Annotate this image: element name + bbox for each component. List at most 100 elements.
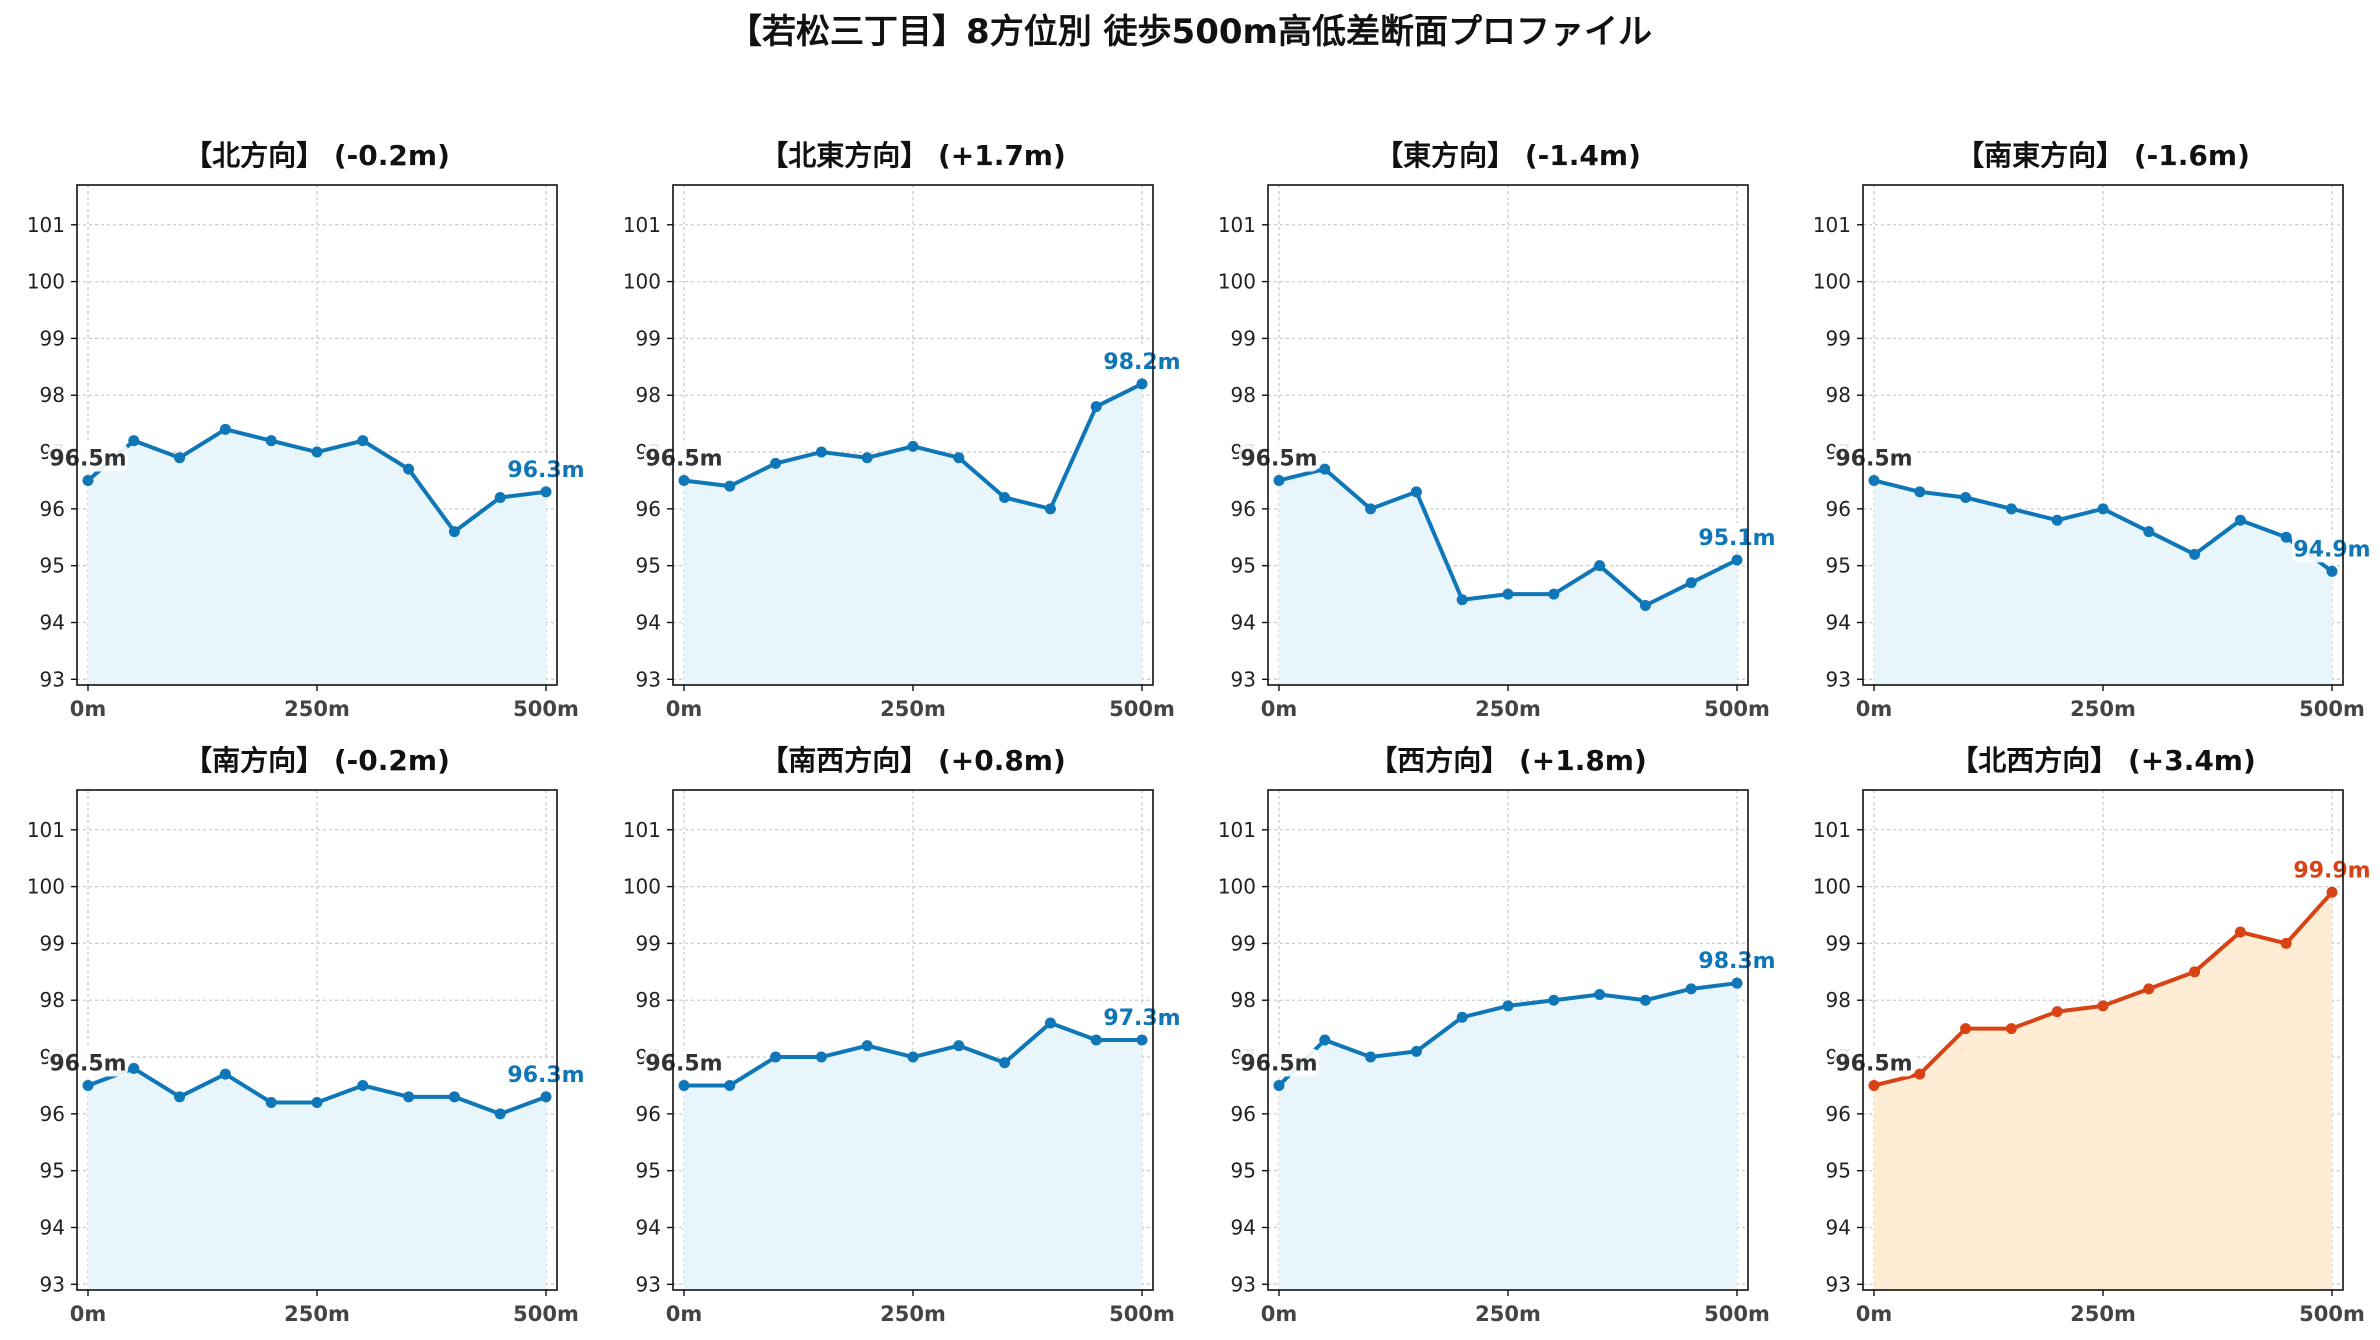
series-area (1278, 983, 1738, 1290)
series-area (1873, 480, 2333, 685)
y-tick-label: 101 (27, 213, 65, 237)
data-point (815, 446, 827, 458)
data-point (2097, 1000, 2109, 1012)
y-tick-label: 95 (1231, 554, 1256, 578)
data-point (1868, 1079, 1880, 1091)
data-point (1273, 474, 1285, 486)
data-point (678, 1079, 690, 1091)
data-point (1456, 594, 1468, 606)
y-tick-label: 95 (40, 1159, 65, 1183)
y-tick-label: 95 (40, 554, 65, 578)
data-point (1914, 486, 1926, 498)
y-tick-label: 100 (1218, 875, 1256, 899)
panels: 【北方向】 (-0.2m)939495969798991001010m250m5… (27, 139, 2373, 1326)
y-tick-label: 95 (1826, 554, 1851, 578)
data-point (1731, 977, 1743, 989)
series-area (1278, 469, 1738, 685)
x-tick-label: 250m (284, 1302, 350, 1326)
end-label-box (1697, 523, 1778, 551)
panel-title: 【北西方向】 (+3.4m) (1950, 744, 2256, 777)
panel-2: 【北東方向】 (+1.7m)939495969798991001010m250m… (623, 139, 1183, 721)
panel-3: 【東方向】 (-1.4m)939495969798991001010m250m5… (1218, 139, 1778, 721)
data-point (2097, 503, 2109, 515)
data-point (2234, 514, 2246, 526)
end-label: 99.9m (2293, 858, 2370, 883)
data-point (2143, 526, 2155, 538)
end-label-box (1102, 346, 1183, 375)
data-point (540, 486, 552, 498)
start-label-box (1238, 1048, 1319, 1077)
y-tick-label: 98 (636, 988, 661, 1012)
start-label: 96.5m (1240, 446, 1317, 471)
data-point (678, 474, 690, 486)
start-label-box (1833, 1048, 1914, 1077)
y-tick-label: 99 (1231, 931, 1256, 955)
data-point (953, 1040, 965, 1052)
end-label: 96.3m (507, 458, 584, 483)
y-tick-label: 100 (623, 875, 661, 899)
data-point (265, 435, 277, 447)
plot-frame (1862, 789, 2344, 1291)
end-label: 94.9m (2293, 537, 2370, 562)
x-tick-label: 250m (284, 697, 350, 721)
data-point (770, 457, 782, 469)
data-point (2326, 565, 2338, 577)
y-tick-label: 93 (40, 1272, 65, 1296)
y-tick-label: 94 (636, 1216, 661, 1240)
y-tick-label: 94 (636, 611, 661, 635)
data-point (1731, 554, 1743, 566)
y-tick-label: 99 (40, 931, 65, 955)
x-tick-label: 0m (1856, 1302, 1893, 1326)
figure-title: 【若松三丁目】8方位別 徒歩500m高低差断面プロファイル (728, 12, 1652, 52)
y-tick-label: 96 (40, 497, 65, 521)
data-point (907, 440, 919, 452)
series-area (683, 1022, 1143, 1290)
data-point (724, 1079, 736, 1091)
x-tick-label: 250m (2070, 1302, 2136, 1326)
start-label-box (47, 1048, 128, 1077)
panel-title: 【南西方向】 (+0.8m) (760, 744, 1066, 777)
x-tick-label: 0m (666, 1302, 703, 1326)
y-tick-label: 94 (40, 611, 65, 635)
data-point (219, 423, 231, 435)
start-label: 96.5m (1835, 1051, 1912, 1076)
data-point (1594, 989, 1606, 1001)
y-tick-label: 96 (1231, 497, 1256, 521)
x-tick-label: 500m (2299, 1302, 2365, 1326)
data-point (540, 1091, 552, 1103)
x-tick-label: 0m (1261, 1302, 1298, 1326)
panel-4: 【南東方向】 (-1.6m)939495969798991001010m250m… (1813, 139, 2373, 721)
y-tick-label: 96 (636, 497, 661, 521)
y-tick-label: 100 (1813, 875, 1851, 899)
data-point (724, 480, 736, 492)
data-point (403, 1091, 415, 1103)
end-label-box (506, 1059, 587, 1088)
y-tick-label: 93 (1826, 1272, 1851, 1296)
start-label-box (1833, 443, 1914, 472)
y-tick-label: 100 (27, 270, 65, 294)
data-point (1456, 1011, 1468, 1023)
y-tick-label: 99 (1231, 326, 1256, 350)
start-label-box (1238, 443, 1319, 472)
data-point (2005, 503, 2017, 515)
panel-title: 【北東方向】 (+1.7m) (760, 139, 1066, 172)
data-point (1273, 1079, 1285, 1091)
data-point (494, 492, 506, 503)
y-tick-label: 95 (1231, 1159, 1256, 1183)
y-tick-label: 100 (623, 270, 661, 294)
data-point (311, 1097, 323, 1108)
data-point (448, 526, 460, 538)
data-point (1319, 463, 1331, 475)
start-label: 96.5m (49, 446, 126, 471)
y-tick-label: 99 (636, 326, 661, 350)
data-point (311, 446, 323, 458)
data-point (1548, 994, 1560, 1006)
y-tick-label: 94 (1231, 611, 1256, 635)
y-tick-label: 98 (40, 988, 65, 1012)
y-tick-label: 100 (27, 875, 65, 899)
x-tick-label: 0m (1261, 697, 1298, 721)
data-point (861, 1040, 873, 1052)
panel-title: 【北方向】 (-0.2m) (184, 139, 450, 172)
start-label-box (643, 1048, 724, 1077)
